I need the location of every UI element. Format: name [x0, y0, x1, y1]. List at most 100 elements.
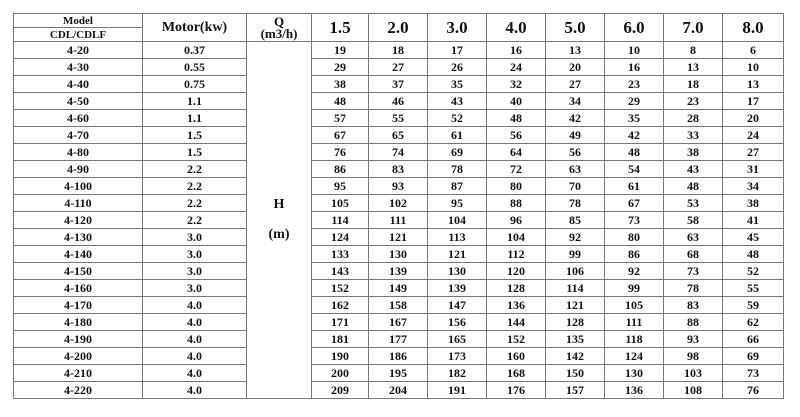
head-value-cell: 49	[545, 126, 605, 144]
head-value-cell: 168	[486, 364, 546, 382]
head-value-cell: 54	[604, 160, 664, 178]
head-value-cell: 88	[486, 194, 546, 212]
model-cell: 4-100	[13, 177, 143, 195]
head-value-cell: 200	[311, 364, 369, 382]
table-body: 4-20 0.37 H (m) 19 18 17 16 13 10 8 6 4-30 0.55 29 27 26…	[13, 41, 784, 399]
head-value-cell: 59	[722, 296, 784, 314]
head-value-cell: 104	[486, 228, 546, 246]
model-cell: 4-60	[13, 109, 143, 127]
head-value-cell: 42	[545, 109, 605, 127]
head-value-cell: 139	[368, 262, 428, 280]
model-cell: 4-160	[13, 279, 143, 297]
head-value-cell: 18	[663, 75, 723, 93]
head-value-cell: 41	[722, 211, 784, 229]
head-value-cell: 152	[486, 330, 546, 348]
table-row: 4-110 2.2 105 102 95 88 78 67 53 38	[13, 194, 784, 212]
flow-value-header: 3.0	[427, 13, 487, 42]
head-value-cell: 136	[486, 296, 546, 314]
head-label-cell: H (m)	[246, 41, 312, 399]
flow-value-header: 5.0	[545, 13, 605, 42]
model-cell: 4-140	[13, 245, 143, 263]
head-value-cell: 96	[486, 211, 546, 229]
motor-cell: 3.0	[142, 262, 247, 280]
head-value-cell: 69	[722, 347, 784, 365]
head-value-cell: 55	[368, 109, 428, 127]
head-value-cell: 95	[311, 177, 369, 195]
model-cell: 4-90	[13, 160, 143, 178]
head-value-cell: 142	[545, 347, 605, 365]
table-row: 4-200 4.0 190 186 173 160 142 124 98 69	[13, 347, 784, 365]
head-value-cell: 162	[311, 296, 369, 314]
head-value-cell: 111	[368, 211, 428, 229]
head-value-cell: 62	[722, 313, 784, 331]
head-value-cell: 10	[722, 58, 784, 76]
pump-performance-table: Model Motor(kw) Q (m3/h) 1.5 2.0 3.0 4.0…	[13, 13, 784, 399]
head-value-cell: 124	[311, 228, 369, 246]
model-cell: 4-210	[13, 364, 143, 382]
head-value-cell: 56	[486, 126, 546, 144]
table-row: 4-210 4.0 200 195 182 168 150 130 103 73	[13, 364, 784, 382]
model-cell: 4-50	[13, 92, 143, 110]
head-value-cell: 53	[663, 194, 723, 212]
head-value-cell: 34	[722, 177, 784, 195]
model-cell: 4-70	[13, 126, 143, 144]
table-row: 4-100 2.2 95 93 87 80 70 61 48 34	[13, 177, 784, 195]
head-value-cell: 67	[604, 194, 664, 212]
head-value-cell: 160	[486, 347, 546, 365]
head-value-cell: 111	[604, 313, 664, 331]
model-cell: 4-20	[13, 41, 143, 59]
head-value-cell: 48	[311, 92, 369, 110]
motor-cell: 4.0	[142, 313, 247, 331]
flow-unit: (m3/h)	[260, 25, 298, 41]
head-value-cell: 114	[311, 211, 369, 229]
head-label: H	[273, 197, 285, 212]
head-value-cell: 195	[368, 364, 428, 382]
head-value-cell: 13	[722, 75, 784, 93]
head-value-cell: 139	[427, 279, 487, 297]
head-value-cell: 16	[486, 41, 546, 59]
head-value-cell: 165	[427, 330, 487, 348]
head-value-cell: 143	[311, 262, 369, 280]
head-value-cell: 121	[368, 228, 428, 246]
table-row: 4-190 4.0 181 177 165 152 135 118 93 66	[13, 330, 784, 348]
head-value-cell: 38	[663, 143, 723, 161]
head-value-cell: 48	[722, 245, 784, 263]
flow-value-header: 7.0	[663, 13, 723, 42]
head-value-cell: 144	[486, 313, 546, 331]
motor-cell: 0.75	[142, 75, 247, 93]
head-value-cell: 23	[604, 75, 664, 93]
head-value-cell: 19	[311, 41, 369, 59]
head-value-cell: 87	[427, 177, 487, 195]
head-value-cell: 20	[545, 58, 605, 76]
head-value-cell: 29	[311, 58, 369, 76]
motor-cell: 1.5	[142, 143, 247, 161]
head-value-cell: 10	[604, 41, 664, 59]
model-cell: 4-180	[13, 313, 143, 331]
head-value-cell: 65	[368, 126, 428, 144]
table-row: 4-50 1.1 48 46 43 40 34 29 23 17	[13, 92, 784, 110]
head-value-cell: 78	[545, 194, 605, 212]
table-row: 4-150 3.0 143 139 130 120 106 92 73 52	[13, 262, 784, 280]
head-value-cell: 74	[368, 143, 428, 161]
flow-value-header: 1.5	[311, 13, 369, 42]
flow-value-header: 2.0	[368, 13, 428, 42]
head-value-cell: 130	[604, 364, 664, 382]
head-value-cell: 95	[427, 194, 487, 212]
motor-cell: 4.0	[142, 296, 247, 314]
head-value-cell: 61	[427, 126, 487, 144]
motor-cell: 3.0	[142, 279, 247, 297]
head-value-cell: 42	[604, 126, 664, 144]
head-value-cell: 43	[427, 92, 487, 110]
head-value-cell: 209	[311, 381, 369, 399]
table-row: 4-170 4.0 162 158 147 136 121 105 83 59	[13, 296, 784, 314]
model-cell: 4-200	[13, 347, 143, 365]
model-cell: 4-120	[13, 211, 143, 229]
head-value-cell: 64	[486, 143, 546, 161]
head-value-cell: 38	[311, 75, 369, 93]
model-cell: 4-170	[13, 296, 143, 314]
head-value-cell: 61	[604, 177, 664, 195]
head-value-cell: 128	[545, 313, 605, 331]
motor-cell: 0.55	[142, 58, 247, 76]
head-value-cell: 37	[368, 75, 428, 93]
motor-cell: 2.2	[142, 160, 247, 178]
